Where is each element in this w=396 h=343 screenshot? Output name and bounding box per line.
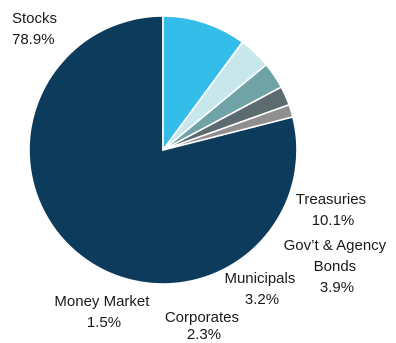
label-corporates: Corporates 2.3% xyxy=(165,309,243,343)
label-treasuries-name: Treasuries xyxy=(296,191,366,208)
label-corporates-name: Corporates xyxy=(165,309,239,326)
label-stocks: Stocks 78.9% xyxy=(12,10,61,48)
label-govt-agency-bonds-name-line2: Bonds xyxy=(314,258,357,275)
label-govt-agency-bonds-name-line1: Gov’t & Agency xyxy=(284,237,387,254)
label-treasuries-value: 10.1% xyxy=(312,212,355,229)
pie-slices xyxy=(28,15,298,285)
label-stocks-name: Stocks xyxy=(12,10,57,27)
label-treasuries: Treasuries 10.1% xyxy=(296,191,370,229)
slice-money-market xyxy=(162,103,294,151)
label-money-market-name: Money Market xyxy=(54,293,150,310)
label-corporates-value: 2.3% xyxy=(187,326,221,343)
label-stocks-value: 78.9% xyxy=(12,31,55,48)
label-money-market-value: 1.5% xyxy=(87,314,121,331)
label-money-market: Money Market 1.5% xyxy=(54,293,153,331)
label-municipals: Municipals 3.2% xyxy=(224,270,299,308)
label-municipals-value: 3.2% xyxy=(245,291,279,308)
slice-treasuries xyxy=(162,15,244,151)
label-govt-agency-bonds: Gov’t & Agency Bonds 3.9% xyxy=(284,237,391,296)
pie-labels: Stocks 78.9% Treasuries 10.1% Gov’t & Ag… xyxy=(12,10,391,343)
label-municipals-name: Municipals xyxy=(224,270,295,287)
label-govt-agency-bonds-value: 3.9% xyxy=(320,279,354,296)
